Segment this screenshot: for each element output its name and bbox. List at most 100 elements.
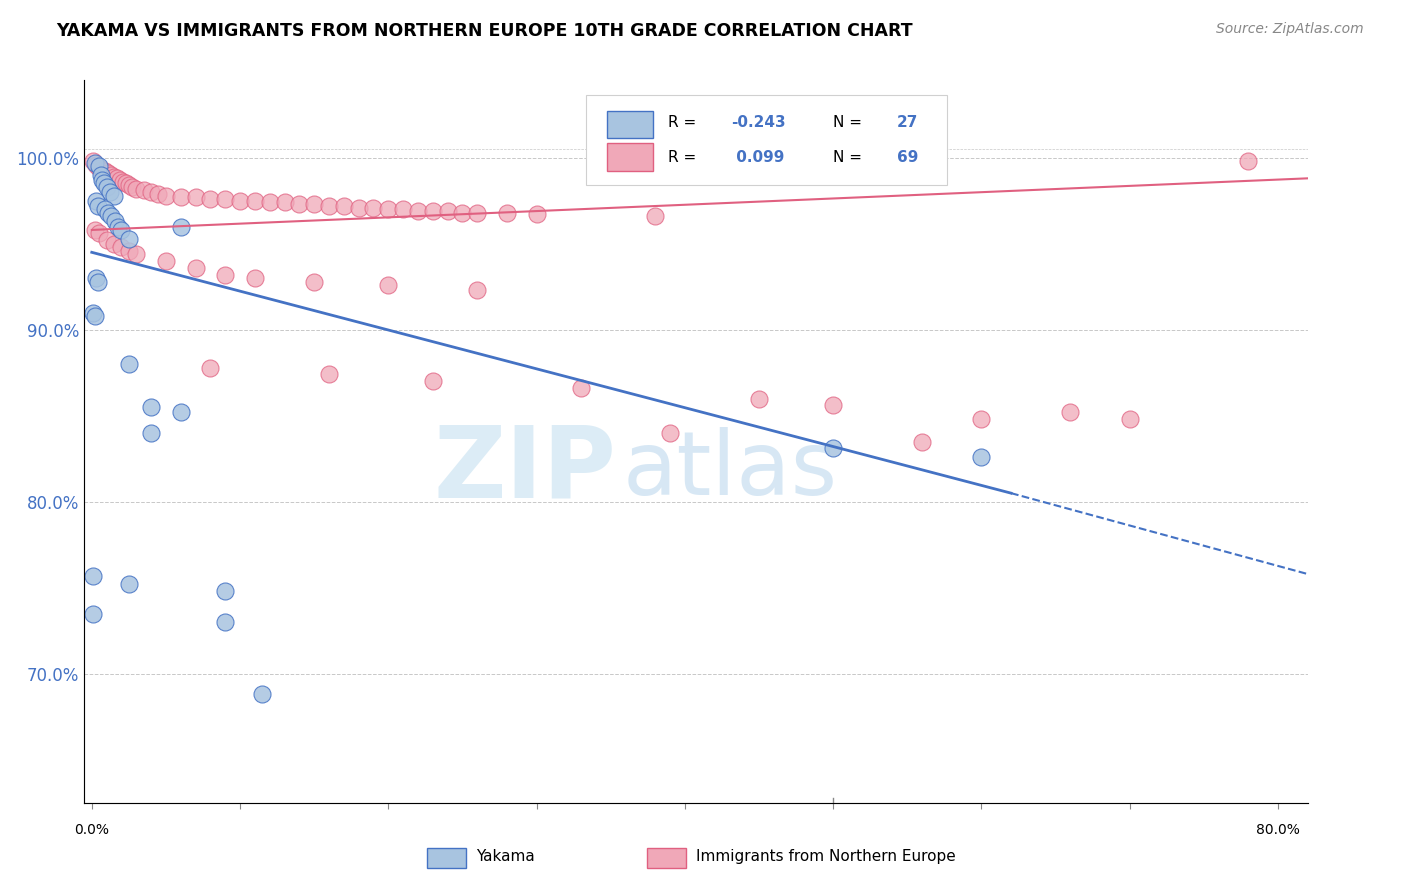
Point [86, 275, 108, 289]
Point [465, 205, 488, 219]
Point [86, 199, 108, 213]
Point [422, 204, 444, 219]
Point [111, 175, 134, 189]
Point [139, 425, 162, 440]
Point [288, 197, 311, 211]
Point [363, 201, 385, 215]
Text: atlas: atlas [623, 427, 838, 514]
Point [84, 194, 107, 208]
Point [302, 275, 325, 289]
Point [104, 214, 127, 228]
Point [84, 271, 107, 285]
FancyBboxPatch shape [606, 111, 654, 138]
Point [318, 368, 340, 382]
Text: ZIP: ZIP [433, 422, 616, 519]
Point [82, 568, 104, 582]
Point [83, 223, 105, 237]
Point [94, 164, 117, 178]
Point [823, 398, 845, 412]
Point [93, 177, 115, 191]
Point [148, 186, 170, 201]
Point [110, 240, 132, 254]
Point [526, 207, 548, 221]
Point [659, 425, 682, 440]
Point [98, 185, 121, 199]
Point [214, 268, 236, 282]
Point [107, 219, 129, 234]
FancyBboxPatch shape [647, 847, 686, 868]
Text: Source: ZipAtlas.com: Source: ZipAtlas.com [1216, 22, 1364, 37]
Point [90, 168, 112, 182]
Point [347, 201, 370, 215]
Text: 0.099: 0.099 [731, 150, 785, 165]
Point [115, 177, 138, 191]
Point [333, 199, 356, 213]
Point [82, 154, 104, 169]
Point [170, 219, 193, 234]
Point [184, 260, 207, 275]
Text: R =: R = [668, 115, 702, 130]
Point [422, 374, 444, 388]
Point [318, 199, 340, 213]
Point [214, 192, 236, 206]
Point [155, 188, 177, 202]
Point [100, 209, 122, 223]
Point [200, 360, 222, 375]
Point [94, 202, 117, 217]
Point [170, 190, 193, 204]
Point [377, 202, 399, 217]
Point [103, 236, 125, 251]
Point [97, 166, 120, 180]
Point [97, 205, 120, 219]
FancyBboxPatch shape [586, 95, 946, 185]
Point [139, 185, 162, 199]
Point [259, 195, 281, 210]
Point [214, 615, 236, 630]
Point [108, 173, 131, 187]
Point [243, 271, 266, 285]
Point [82, 305, 104, 319]
Point [1118, 412, 1140, 426]
Point [243, 194, 266, 208]
Point [644, 209, 666, 223]
Point [823, 442, 845, 456]
Point [155, 253, 177, 268]
Point [214, 584, 236, 599]
Point [82, 607, 104, 621]
Point [465, 283, 488, 297]
Point [105, 171, 128, 186]
Point [121, 180, 143, 194]
Point [118, 231, 141, 245]
Point [84, 157, 107, 171]
Text: 80.0%: 80.0% [1256, 823, 1301, 838]
Point [96, 180, 118, 194]
Point [89, 159, 111, 173]
Text: Yakama: Yakama [475, 849, 534, 864]
FancyBboxPatch shape [427, 847, 465, 868]
Point [125, 181, 148, 195]
Text: N =: N = [832, 150, 868, 165]
Point [569, 381, 592, 395]
Point [302, 197, 325, 211]
FancyBboxPatch shape [606, 143, 654, 170]
Point [406, 204, 429, 219]
Point [110, 223, 132, 237]
Point [125, 247, 148, 261]
Point [436, 204, 458, 219]
Point [911, 434, 934, 449]
Point [118, 357, 141, 371]
Point [91, 173, 114, 187]
Point [200, 192, 222, 206]
Point [139, 400, 162, 414]
Point [273, 195, 295, 210]
Text: R =: R = [668, 150, 702, 165]
Point [229, 194, 252, 208]
Point [252, 688, 274, 702]
Point [170, 405, 193, 419]
Text: 0.0%: 0.0% [75, 823, 110, 838]
Point [1059, 405, 1081, 419]
Point [83, 156, 105, 170]
Point [118, 577, 141, 591]
Point [132, 183, 155, 197]
Text: Immigrants from Northern Europe: Immigrants from Northern Europe [696, 849, 956, 864]
